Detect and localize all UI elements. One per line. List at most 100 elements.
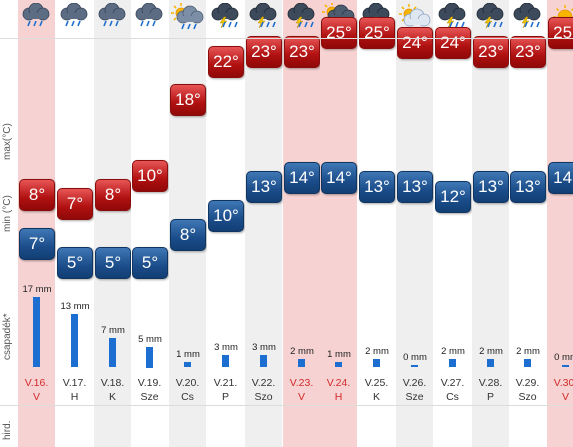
day-column [56,0,93,447]
day-of-week-label: K [108,391,116,403]
max-temp-badge: 24° [397,27,433,59]
day-column [547,0,573,447]
sun-cloud-icon [399,4,431,27]
day-of-week-label: K [372,391,380,403]
day-date-label: V.30. [553,377,573,389]
day-of-week-label: Cs [446,391,459,403]
day-column [434,0,471,447]
min-temp-badge: 8° [170,219,206,251]
day-of-week-label: Szo [518,391,537,403]
min-temp-badge: 14° [284,162,320,194]
rain-cloud-icon [22,3,50,27]
day-of-week-label: H [334,391,343,403]
rain-cloud-icon [98,3,126,27]
max-temp-badge: 10° [132,160,168,192]
max-temp-badge: 8° [19,179,55,211]
day-of-week-label: Cs [181,391,194,403]
max-temp-badge: 24° [435,27,471,59]
rain-amount-label: 0 mm [554,352,573,363]
rain-bar [411,365,418,367]
rain-amount-label: 2 mm [365,346,389,357]
max-temp-badge: 25° [321,17,357,49]
rain-bar [109,338,116,367]
rain-amount-label: 1 mm [327,349,351,360]
max-temp-badge: 23° [510,36,546,68]
min-temp-badge: 14° [321,162,357,194]
rain-amount-label: 7 mm [101,325,125,336]
rain-axis-label: csapadék* [2,313,13,360]
rain-amount-label: 13 mm [60,301,90,312]
day-of-week-label: Sze [140,391,159,403]
rain-cloud-icon [135,3,163,27]
rain-bar [562,365,569,367]
thunderstorm-icon [513,3,541,29]
min-temp-badge: 12° [435,181,471,213]
rain-bar [184,362,191,367]
day-column [283,0,320,447]
rain-amount-label: 5 mm [138,334,162,345]
max-temp-badge: 25° [359,17,395,49]
day-column [131,0,168,447]
day-of-week-label: Sze [405,391,424,403]
rain-bar [71,314,78,367]
max-temp-badge: 23° [473,36,509,68]
rain-amount-label: 0 mm [403,352,427,363]
rain-bar [487,359,494,367]
thunderstorm-icon [476,3,504,29]
rain-bar [298,359,305,367]
day-date-label: V.22. [251,377,276,389]
rain-amount-label: 17 mm [22,284,52,295]
min-temp-badge: 5° [57,247,93,279]
min-temp-badge: 5° [132,247,168,279]
day-of-week-label: H [70,391,79,403]
day-of-week-label: V [32,391,40,403]
thunderstorm-icon [287,3,315,29]
rain-amount-label: 3 mm [214,342,238,353]
row-separator [0,405,573,406]
day-date-label: V.16. [24,377,49,389]
day-date-label: V.26. [402,377,427,389]
day-of-week-label: P [221,391,229,403]
day-date-label: V.19. [137,377,162,389]
min-temp-badge: 13° [510,171,546,203]
day-column [396,0,433,447]
day-column [320,0,357,447]
day-column [358,0,395,447]
day-column [94,0,131,447]
max-axis-label: max(°C) [2,123,13,160]
max-temp-badge: 23° [246,36,282,68]
day-date-label: V.29. [515,377,540,389]
day-date-label: V.18. [100,377,125,389]
day-column [18,0,55,447]
min-temp-badge: 14° [548,162,573,194]
max-temp-badge: 7° [57,188,93,220]
rain-bar [373,359,380,367]
rain-amount-label: 2 mm [516,346,540,357]
rain-bar [146,347,153,368]
rain-bar [449,359,456,367]
min-temp-badge: 5° [95,247,131,279]
rain-amount-label: 2 mm [290,346,314,357]
max-temp-badge: 25° [548,17,573,49]
rain-amount-label: 1 mm [176,349,200,360]
rain-bar [222,355,229,367]
min-temp-badge: 7° [19,228,55,260]
day-column [472,0,509,447]
rain-cloud-icon [60,3,88,27]
day-column [245,0,282,447]
max-temp-badge: 23° [284,36,320,68]
min-temp-badge: 10° [208,200,244,232]
rain-bar [335,362,342,367]
day-date-label: V.24. [326,377,351,389]
day-date-label: V.20. [175,377,200,389]
hird-label: hird. [2,420,13,440]
rain-bar [524,359,531,367]
min-temp-badge: 13° [473,171,509,203]
day-of-week-label: V [297,391,305,403]
row-separator [0,38,573,39]
day-date-label: V.17. [62,377,87,389]
day-date-label: V.21. [213,377,238,389]
day-date-label: V.27. [440,377,465,389]
rain-bar [33,297,40,367]
min-temp-badge: 13° [359,171,395,203]
